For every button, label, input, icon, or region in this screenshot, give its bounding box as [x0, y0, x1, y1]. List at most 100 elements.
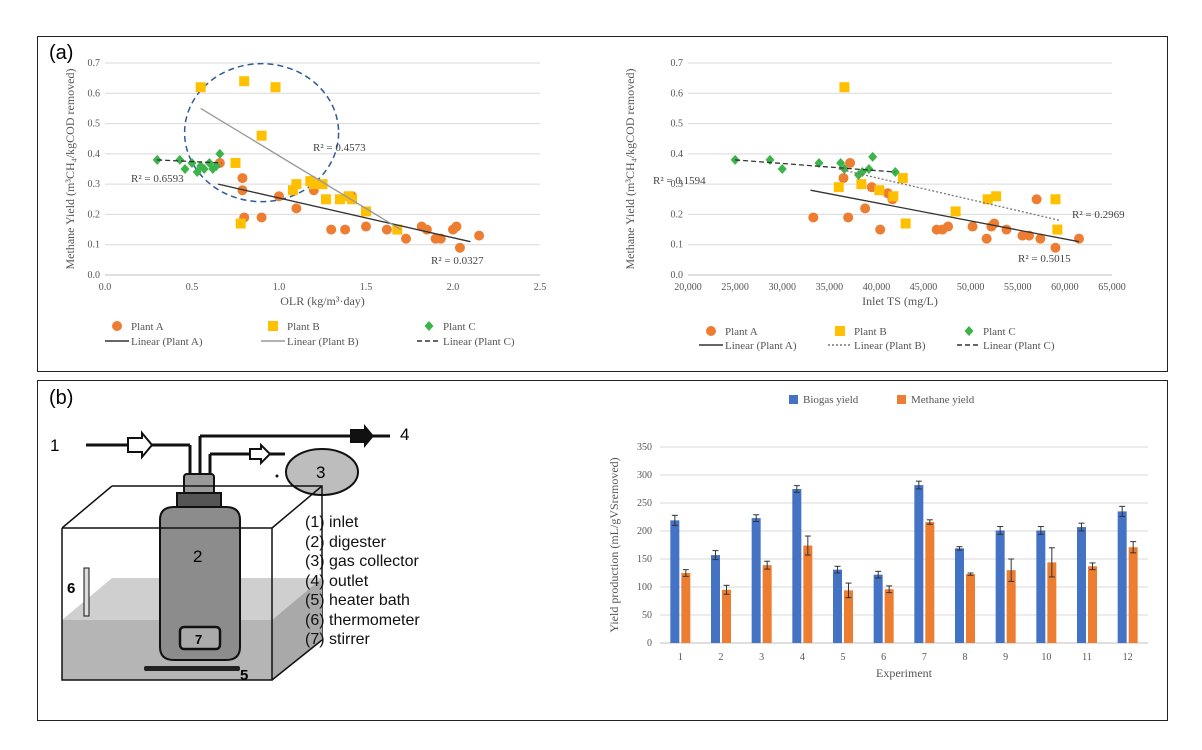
data-point [765, 154, 775, 165]
data-point [235, 218, 246, 229]
stirrer-number: 7 [195, 632, 202, 647]
bar [803, 545, 813, 643]
data-point [814, 157, 824, 168]
inlet-ts-scatter-chart: 0.0 0.1 0.2 0.3 0.4 0.5 0.6 0.7 20,000 25,000 30,0… [623, 58, 1126, 352]
data-point [317, 179, 328, 190]
legend-label: Plant B [854, 326, 887, 338]
bar [995, 530, 1005, 643]
legend-label: Methane yield [911, 394, 975, 406]
y-tick-label: 0.1 [671, 240, 684, 251]
data-point [195, 82, 206, 93]
x-axis-label: Inlet TS (mg/L) [862, 294, 938, 308]
data-point [808, 212, 819, 223]
bar [711, 555, 720, 643]
data-point [187, 157, 197, 168]
legend-marker [424, 321, 434, 331]
data-point [838, 173, 849, 184]
y-tick-label: 0.6 [671, 88, 684, 99]
legend-marker [112, 321, 122, 331]
data-point [1001, 224, 1012, 235]
x-tick-label: 35,000 [816, 282, 844, 293]
data-point [874, 185, 885, 196]
x-tick-label: 30,000 [768, 282, 796, 293]
data-point [875, 224, 886, 235]
bar [955, 548, 964, 643]
bar [670, 520, 680, 643]
legend-marker [835, 326, 845, 336]
x-tick-label: 2.5 [534, 282, 547, 293]
y-tick-label: 0.3 [88, 179, 101, 190]
data-point [1035, 233, 1046, 244]
data-point [856, 179, 867, 190]
digester-setup-diagram: 1 4 3 2 7 6 5 [50, 424, 409, 684]
y-tick-label: 250 [637, 498, 652, 509]
bar [884, 589, 894, 643]
x-axis-label: Experiment [876, 666, 933, 680]
y-tick-label: 0.4 [88, 149, 101, 160]
legend-label: Plant B [287, 321, 320, 333]
key-item: (1) inlet [305, 514, 359, 531]
x-tick-label: 4 [800, 652, 805, 663]
bar [681, 573, 691, 643]
y-tick-label: 300 [637, 470, 652, 481]
x-tick-label: 5 [841, 652, 846, 663]
data-point [199, 164, 209, 174]
bath-top-right-edge [271, 485, 323, 529]
collector-dot [275, 474, 279, 478]
y-tick-label: 0.4 [671, 149, 684, 160]
x-tick-label: 20,000 [674, 282, 702, 293]
data-point [340, 224, 351, 235]
y-tick-label: 100 [637, 582, 652, 593]
data-point [991, 191, 1002, 202]
x-tick-label: 6 [881, 652, 886, 663]
data-point [868, 151, 878, 162]
data-point [361, 206, 371, 217]
data-point [888, 191, 899, 202]
panel-a-label: (a) [49, 42, 74, 64]
y-tick-label: 0.2 [671, 209, 684, 220]
y-axis-label: Methane Yield (m³CH₄/kgCOD removed) [63, 69, 77, 270]
legend-swatch [789, 395, 798, 404]
x-axis-label: OLR (kg/m³·day) [280, 294, 365, 308]
panel-b-label: (b) [49, 387, 74, 409]
x-tick-label: 8 [963, 652, 968, 663]
bar [1036, 530, 1046, 643]
trendline [810, 189, 1080, 243]
data-point [180, 164, 190, 174]
data-point [839, 82, 850, 93]
data-point [401, 233, 412, 244]
y-tick-label: 50 [642, 610, 652, 621]
panel-a: (a) 0.0 0.1 0.2 0.3 0.4 0.5 0.6 0.7 0.0 0.5 1.0 1.5… [37, 36, 1168, 372]
data-point [256, 212, 267, 223]
r-squared-label: R² = 0.5015 [1018, 253, 1071, 265]
heater-number: 5 [240, 667, 248, 684]
data-point [860, 203, 871, 214]
bar [1077, 527, 1086, 643]
y-tick-label: 0 [647, 638, 652, 649]
data-point [454, 242, 465, 253]
data-point [982, 194, 993, 205]
data-point [864, 164, 874, 174]
bar [762, 565, 772, 643]
x-tick-label: 50,000 [957, 282, 985, 293]
x-tick-label: 11 [1082, 652, 1092, 663]
bar [792, 489, 802, 643]
outlet-arrow-icon [350, 424, 374, 448]
legend-marker [706, 326, 716, 336]
data-point [967, 221, 978, 232]
r-squared-label: R² = 0.0327 [431, 255, 484, 267]
data-point [291, 179, 302, 190]
bar [751, 518, 761, 643]
x-tick-label: 1.0 [273, 282, 286, 293]
x-tick-label: 0.0 [99, 282, 112, 293]
y-tick-label: 0.5 [88, 119, 101, 130]
x-tick-label: 45,000 [910, 282, 938, 293]
data-point [1052, 224, 1063, 235]
key-item: (6) thermometer [305, 611, 420, 629]
data-point [326, 224, 337, 235]
data-point [943, 221, 954, 232]
data-point [211, 160, 221, 171]
r-squared-label: R² = 0.4573 [313, 142, 366, 154]
x-tick-label: 10 [1041, 652, 1051, 663]
y-axis-label: Yield production (mL/gVSremoved) [607, 457, 621, 632]
